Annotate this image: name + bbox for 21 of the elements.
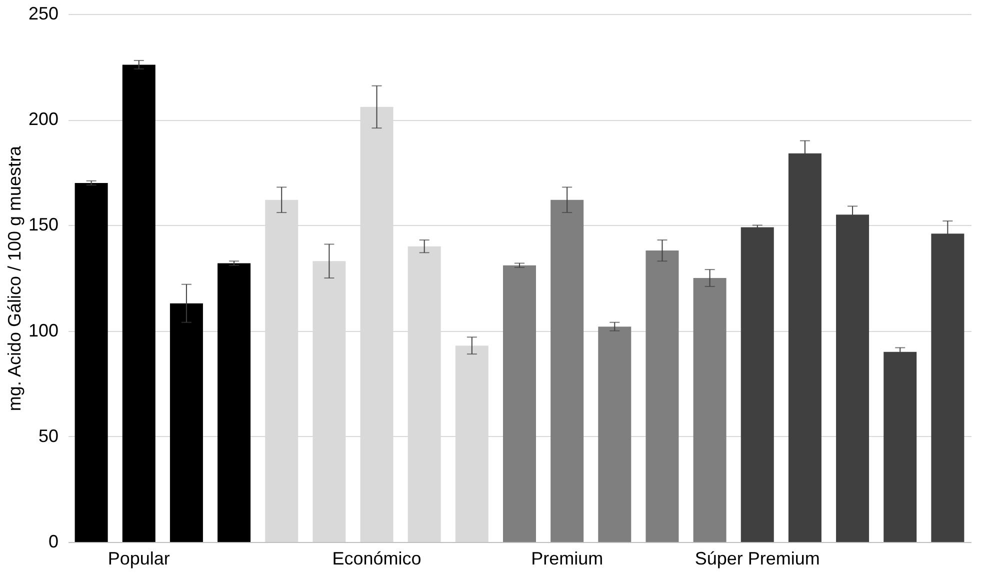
bar (170, 303, 203, 542)
bar (884, 352, 917, 542)
y-tick-label: 100 (28, 320, 58, 340)
x-tick-label: Popular (108, 548, 170, 568)
y-tick-label: 0 (48, 532, 58, 552)
x-tick-label: Económico (332, 548, 422, 568)
bar (550, 200, 584, 542)
bar (122, 64, 156, 542)
y-axis-title: mg. Acido Gálico / 100 g muestra (4, 144, 24, 412)
y-tick-label: 50 (38, 426, 58, 446)
bar (598, 326, 632, 542)
bar (503, 265, 536, 542)
x-tick-label: Premium (531, 548, 604, 568)
bar (74, 182, 108, 542)
y-tick-label: 150 (28, 214, 58, 235)
x-tick-label: Súper Premium (694, 548, 820, 568)
bar (693, 278, 726, 542)
bar (218, 263, 251, 542)
y-tick-label: 200 (28, 109, 58, 130)
y-tick-label: 250 (28, 4, 58, 24)
bar (646, 250, 679, 542)
